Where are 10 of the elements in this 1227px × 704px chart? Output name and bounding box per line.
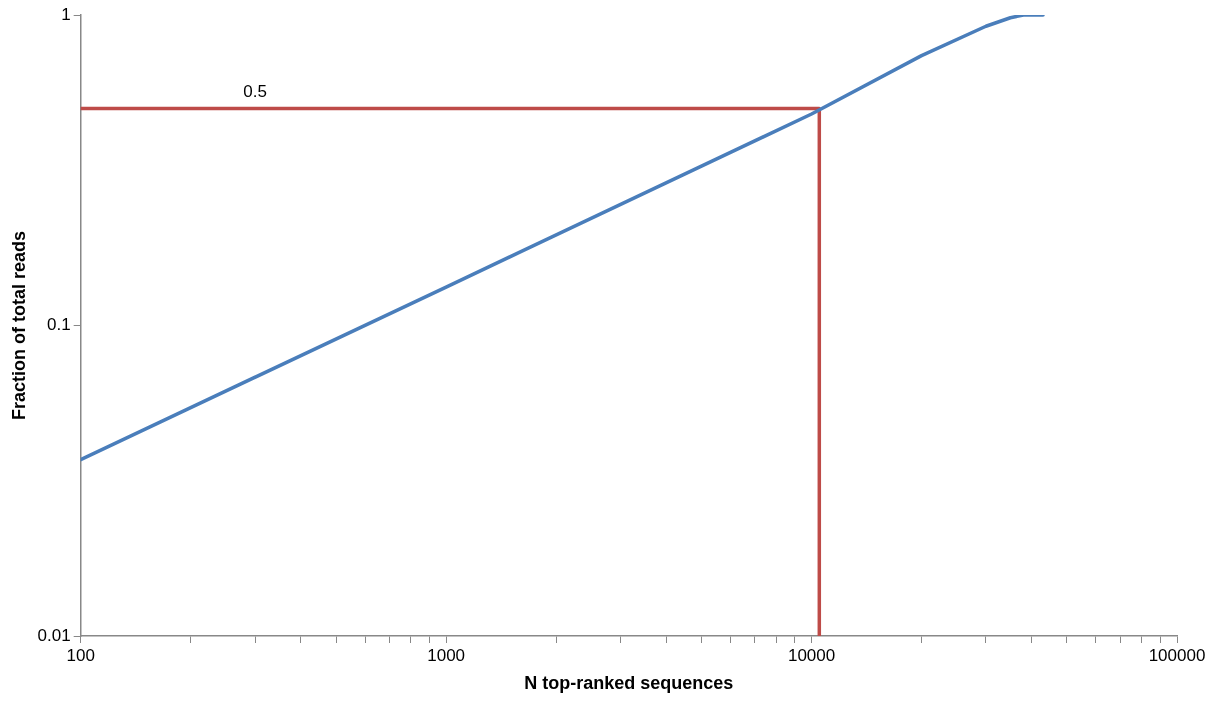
x-tick-label: 100000 xyxy=(1148,645,1206,665)
x-axis-title: N top-ranked sequences xyxy=(524,673,734,694)
x-tick-label: 100 xyxy=(66,645,95,665)
y-tick-label: 0.1 xyxy=(47,315,71,335)
y-axis-title: Fraction of total reads xyxy=(8,230,29,421)
annotation: 0.5 xyxy=(243,81,267,101)
x-tick-label: 10000 xyxy=(787,645,836,665)
y-tick-label: 1 xyxy=(61,4,71,24)
x-tick-label: 1000 xyxy=(427,645,466,665)
y-tick-label: 0.01 xyxy=(37,625,71,645)
